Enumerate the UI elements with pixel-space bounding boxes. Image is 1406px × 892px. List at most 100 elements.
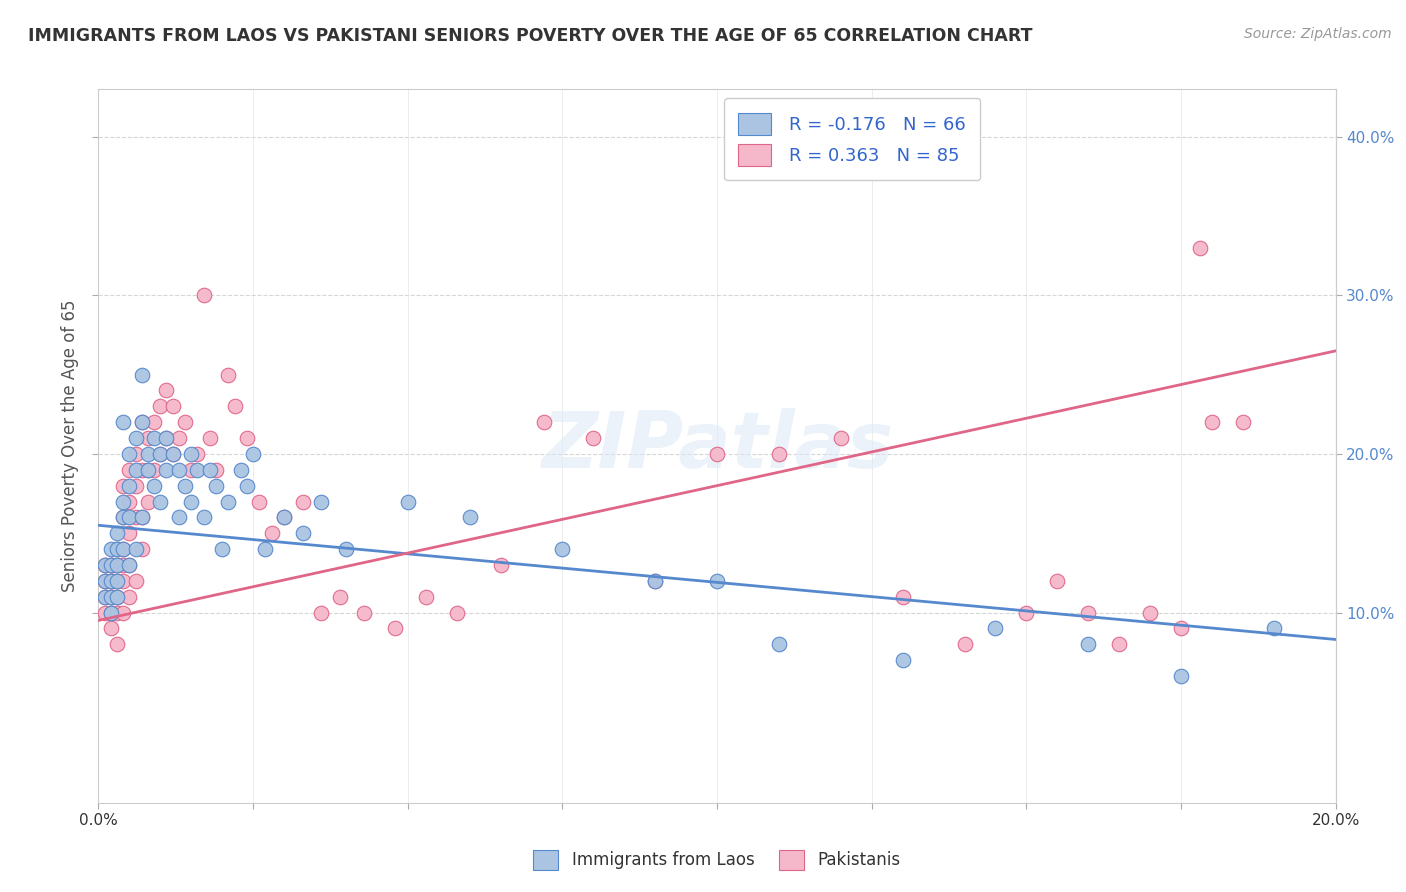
Point <box>891 653 914 667</box>
Point <box>186 447 208 461</box>
Point <box>458 510 481 524</box>
Point <box>124 574 146 588</box>
Point <box>229 463 252 477</box>
Point <box>112 606 135 620</box>
Point <box>118 590 141 604</box>
Point <box>551 542 574 557</box>
Point <box>254 542 277 557</box>
Point <box>93 590 115 604</box>
Point <box>112 494 135 508</box>
Point <box>93 574 115 588</box>
Point <box>174 478 197 492</box>
Text: IMMIGRANTS FROM LAOS VS PAKISTANI SENIORS POVERTY OVER THE AGE OF 65 CORRELATION: IMMIGRANTS FROM LAOS VS PAKISTANI SENIOR… <box>28 27 1032 45</box>
Point <box>180 447 202 461</box>
Point <box>100 590 122 604</box>
Point <box>309 606 332 620</box>
Point <box>533 415 555 429</box>
Point <box>112 542 135 557</box>
Point <box>174 415 197 429</box>
Point <box>131 463 153 477</box>
Point <box>112 510 135 524</box>
Point <box>112 415 135 429</box>
Point <box>100 558 122 572</box>
Point <box>384 621 406 635</box>
Point <box>118 558 141 572</box>
Point <box>205 478 228 492</box>
Point <box>155 384 177 398</box>
Point <box>100 542 122 557</box>
Point <box>706 574 728 588</box>
Point <box>1015 606 1038 620</box>
Point <box>162 400 184 414</box>
Point <box>644 574 666 588</box>
Point <box>136 463 159 477</box>
Point <box>118 526 141 541</box>
Point <box>1046 574 1069 588</box>
Point <box>489 558 512 572</box>
Point <box>273 510 295 524</box>
Point <box>162 447 184 461</box>
Point <box>143 431 166 445</box>
Point <box>236 431 259 445</box>
Point <box>217 368 239 382</box>
Point <box>644 574 666 588</box>
Point <box>1232 415 1254 429</box>
Point <box>105 590 128 604</box>
Point <box>236 478 259 492</box>
Point <box>149 447 172 461</box>
Point <box>273 510 295 524</box>
Point <box>118 463 141 477</box>
Point <box>193 510 215 524</box>
Point <box>100 606 122 620</box>
Point <box>768 637 790 651</box>
Point <box>105 526 128 541</box>
Point <box>112 574 135 588</box>
Point <box>291 526 314 541</box>
Point <box>100 574 122 588</box>
Point <box>105 542 128 557</box>
Point <box>149 400 172 414</box>
Point <box>984 621 1007 635</box>
Point <box>124 447 146 461</box>
Point <box>335 542 357 557</box>
Text: ZIPatlas: ZIPatlas <box>541 408 893 484</box>
Point <box>105 606 128 620</box>
Point <box>260 526 283 541</box>
Point <box>353 606 375 620</box>
Point <box>247 494 270 508</box>
Point <box>1201 415 1223 429</box>
Point <box>167 463 190 477</box>
Point <box>112 542 135 557</box>
Point <box>105 558 128 572</box>
Point <box>224 400 246 414</box>
Point <box>136 431 159 445</box>
Point <box>1170 669 1192 683</box>
Point <box>180 463 202 477</box>
Point <box>112 510 135 524</box>
Point <box>211 542 233 557</box>
Point <box>93 590 115 604</box>
Point <box>149 447 172 461</box>
Point <box>582 431 605 445</box>
Point <box>124 463 146 477</box>
Point <box>105 637 128 651</box>
Point <box>124 478 146 492</box>
Point <box>136 463 159 477</box>
Point <box>131 368 153 382</box>
Point <box>131 542 153 557</box>
Point <box>198 463 221 477</box>
Point <box>105 590 128 604</box>
Point <box>118 510 141 524</box>
Point <box>100 574 122 588</box>
Point <box>155 431 177 445</box>
Point <box>93 606 115 620</box>
Point <box>217 494 239 508</box>
Point <box>131 510 153 524</box>
Y-axis label: Seniors Poverty Over the Age of 65: Seniors Poverty Over the Age of 65 <box>60 300 79 592</box>
Point <box>136 494 159 508</box>
Point <box>100 558 122 572</box>
Point <box>105 574 128 588</box>
Point <box>105 558 128 572</box>
Legend: Immigrants from Laos, Pakistanis: Immigrants from Laos, Pakistanis <box>527 843 907 877</box>
Point <box>706 447 728 461</box>
